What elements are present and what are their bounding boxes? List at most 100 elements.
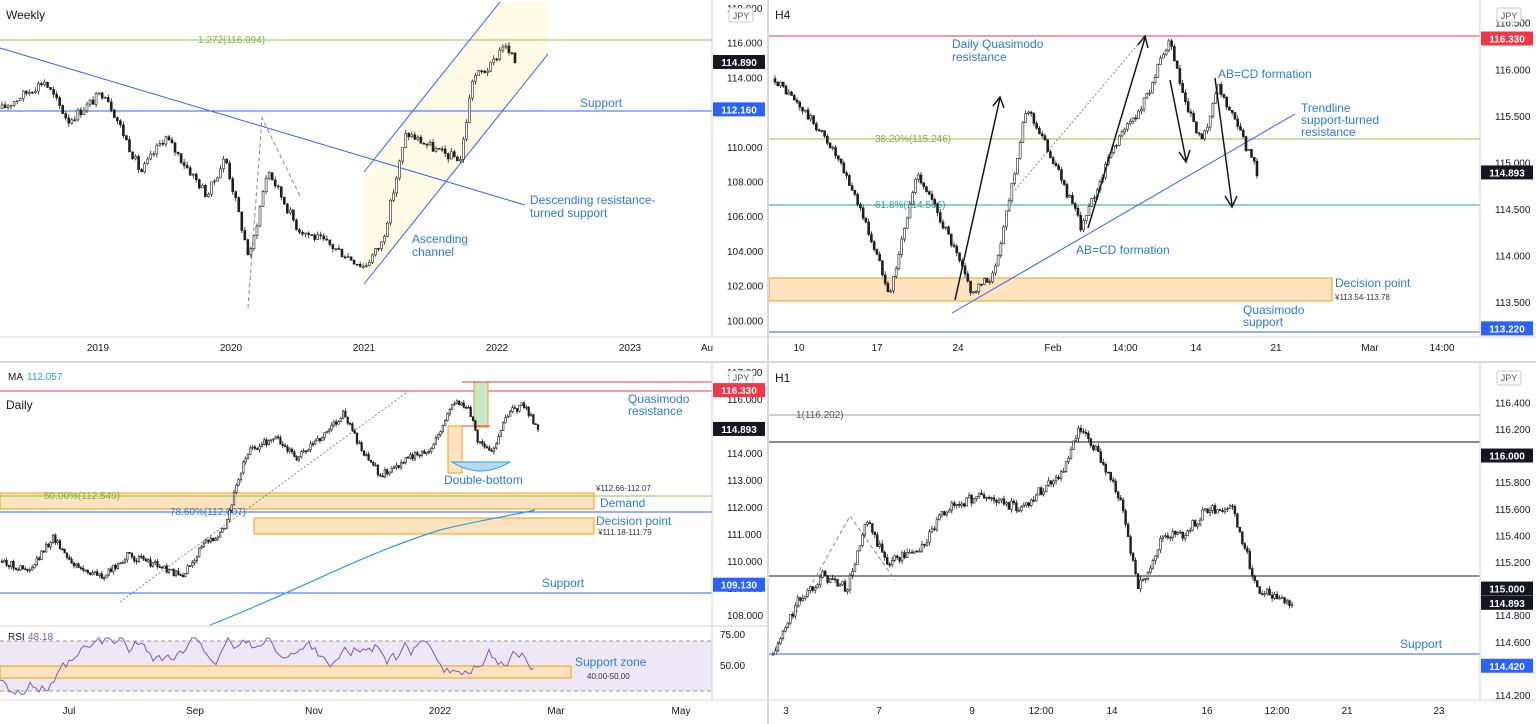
candle — [422, 141, 426, 145]
candle — [1174, 530, 1177, 538]
candle — [851, 568, 854, 579]
candle — [1258, 586, 1261, 594]
candle — [913, 550, 916, 555]
candle — [151, 562, 154, 568]
candle — [1251, 565, 1254, 580]
candle — [355, 263, 359, 266]
candle — [349, 256, 353, 261]
price-tag: 116.330 — [713, 383, 765, 398]
candle — [98, 573, 101, 578]
candle — [344, 408, 347, 418]
candle — [806, 588, 809, 598]
candle — [510, 52, 514, 55]
candle — [492, 55, 496, 66]
candle — [332, 420, 335, 428]
candle — [1052, 479, 1055, 488]
candle — [55, 91, 58, 101]
candle — [474, 420, 477, 432]
candle — [1013, 172, 1016, 186]
y-tick-label: 115.600 — [1495, 505, 1531, 516]
y-tick-label: 116.200 — [1495, 425, 1531, 436]
y-tick-label: 115.000 — [1495, 158, 1531, 169]
candle — [351, 421, 354, 432]
candle — [125, 134, 128, 141]
candle — [300, 449, 303, 459]
candle — [410, 131, 414, 139]
candle — [502, 421, 505, 431]
candle — [823, 569, 827, 576]
candle — [1250, 149, 1253, 158]
daily-decision-label: Decision point — [596, 514, 672, 528]
daily-currency-badge[interactable]: JPY — [733, 373, 750, 383]
candle — [983, 277, 986, 285]
candle — [843, 578, 847, 592]
candle — [459, 155, 462, 163]
price-tag: 112.160 — [713, 102, 765, 117]
candle — [1223, 506, 1227, 515]
candle — [1134, 114, 1138, 122]
candle — [1084, 429, 1088, 437]
daily-candles — [0, 399, 540, 581]
candle — [930, 525, 934, 534]
candle — [903, 550, 906, 560]
candle — [935, 516, 939, 533]
candle — [149, 556, 152, 568]
weekly-currency-badge[interactable]: JPY — [733, 11, 750, 21]
daily-fib-786-label: 78.60%(112.007) — [170, 507, 246, 518]
candle — [1252, 156, 1256, 165]
candle — [1112, 144, 1116, 155]
candle — [177, 568, 180, 576]
candle — [201, 183, 204, 189]
candle — [1090, 197, 1094, 208]
candle — [1059, 469, 1063, 482]
candle — [228, 508, 231, 523]
x-tick-label: 21 — [1341, 706, 1353, 717]
candle — [293, 449, 296, 458]
candle — [28, 89, 31, 96]
candle — [972, 497, 976, 504]
candle — [174, 569, 178, 578]
candle — [1005, 210, 1008, 231]
candle — [1192, 110, 1195, 123]
candle — [122, 121, 125, 139]
candle — [100, 570, 103, 579]
candle — [804, 595, 807, 601]
channel-lower — [363, 53, 549, 285]
candle — [1191, 519, 1194, 532]
h4-currency-badge[interactable]: JPY — [1501, 11, 1518, 21]
candle — [425, 143, 429, 149]
candle — [784, 626, 787, 633]
x-tick-label: 12:00 — [1264, 706, 1289, 717]
candle — [334, 248, 338, 252]
candle — [789, 613, 792, 625]
y-tick-label: 114.800 — [1495, 611, 1531, 622]
candle — [842, 160, 846, 174]
candle — [1159, 535, 1162, 554]
candle — [267, 170, 271, 181]
candle — [866, 520, 869, 527]
candle — [1275, 591, 1279, 600]
candle — [119, 119, 122, 128]
y-tick-label: 114.500 — [1495, 205, 1531, 216]
candle — [791, 611, 795, 618]
candle — [383, 467, 386, 479]
candle — [434, 146, 438, 153]
x-tick-label: Mar — [1361, 343, 1379, 354]
candle — [307, 448, 310, 452]
candle — [360, 440, 363, 452]
candle — [1038, 125, 1041, 135]
candle — [861, 205, 865, 221]
candle — [371, 253, 374, 265]
candle — [58, 95, 61, 110]
candle — [495, 441, 498, 450]
candle — [1007, 501, 1011, 510]
candle — [1226, 507, 1229, 513]
candle — [251, 444, 254, 451]
candle — [397, 464, 400, 470]
h4-abcd-top: AB=CD formation — [1218, 67, 1312, 81]
candle — [409, 452, 412, 460]
h1-currency-badge[interactable]: JPY — [1501, 373, 1518, 383]
candle — [1035, 121, 1038, 130]
candle — [331, 243, 335, 253]
candle — [1268, 585, 1271, 596]
